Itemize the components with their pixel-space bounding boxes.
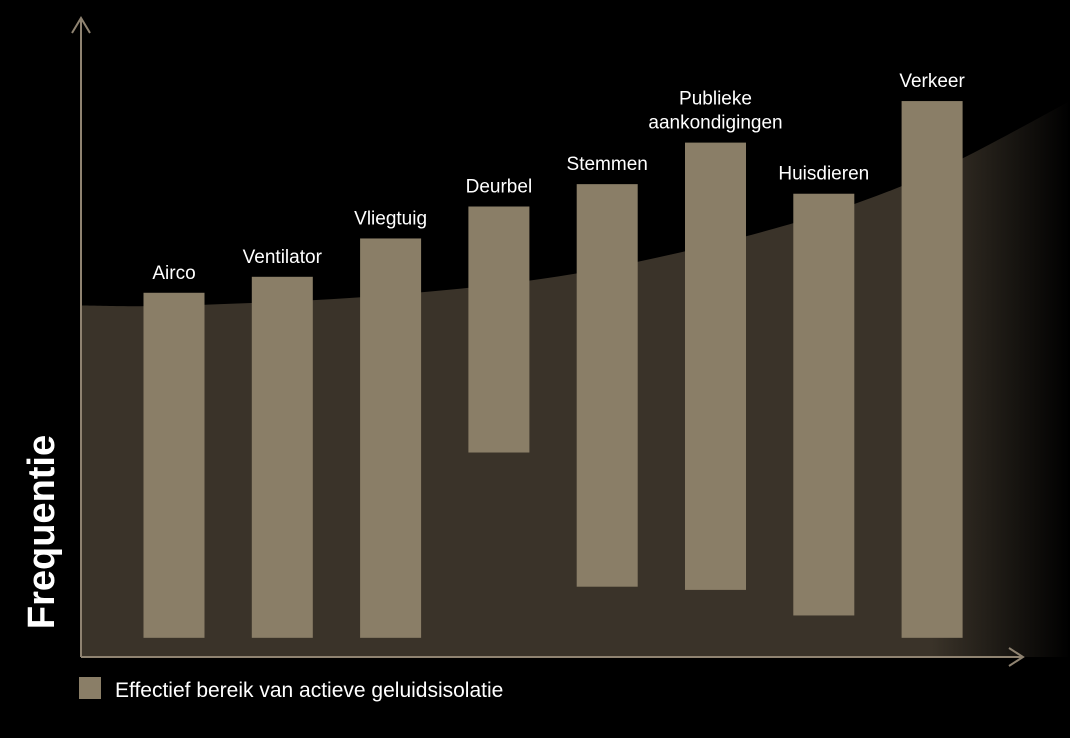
bar-4 bbox=[576, 184, 638, 587]
bar-7 bbox=[901, 101, 963, 638]
x-axis bbox=[81, 647, 1025, 667]
category-label-2: Vliegtuig bbox=[354, 208, 427, 229]
bar-2 bbox=[360, 238, 422, 638]
y-axis bbox=[71, 16, 91, 657]
category-label-5-line-1: aankondigingen bbox=[648, 113, 782, 134]
bars-group bbox=[143, 101, 963, 638]
category-labels-group: Airco Ventilator Vliegtuig Deurbel Stemmen Pu… bbox=[152, 71, 965, 284]
legend-swatch bbox=[79, 677, 101, 699]
bar-0 bbox=[143, 292, 205, 638]
bar-5 bbox=[685, 142, 746, 590]
category-label-3: Deurbel bbox=[466, 177, 533, 198]
category-label-0: Airco bbox=[152, 263, 195, 284]
category-label-7: Verkeer bbox=[899, 71, 965, 92]
bar-3 bbox=[468, 206, 530, 453]
legend: Effectief bereik van actieve geluidsisol… bbox=[79, 677, 503, 702]
category-label-6: Huisdieren bbox=[778, 164, 869, 185]
category-label-4: Stemmen bbox=[567, 154, 648, 175]
bar-1 bbox=[251, 276, 313, 638]
category-label-5-line-0: Publieke bbox=[679, 89, 752, 110]
bar-6 bbox=[793, 193, 855, 616]
y-axis-label: Frequentie bbox=[21, 435, 63, 629]
category-label-1: Ventilator bbox=[243, 247, 323, 268]
legend-label: Effectief bereik van actieve geluidsisol… bbox=[115, 679, 503, 702]
